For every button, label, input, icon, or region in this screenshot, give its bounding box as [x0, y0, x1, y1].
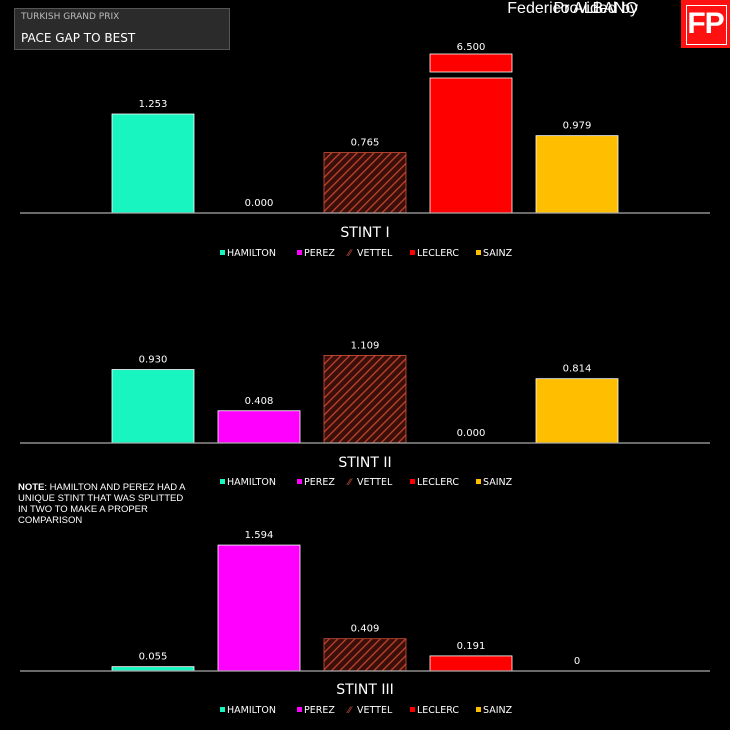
legend-swatch-vettel: ⁄⁄: [346, 478, 354, 488]
bar-hamilton: [111, 666, 195, 672]
data-label-hamilton: 0.055: [139, 652, 168, 663]
data-label-perez: 0.000: [245, 198, 274, 209]
bar-perez: [217, 544, 301, 672]
bar-sainz: [535, 135, 619, 214]
legend-label-perez: PEREZ: [304, 705, 335, 716]
legend-swatch-perez: [297, 479, 302, 484]
legend-swatch-leclerc: [410, 250, 415, 255]
fp-logo: FP: [681, 0, 730, 48]
legend-label-leclerc: LECLERC: [417, 248, 459, 259]
bar-hamilton: [111, 113, 195, 214]
legend-swatch-perez: [297, 707, 302, 712]
chart-title: PACE GAP TO BEST: [21, 31, 136, 45]
legend-label-vettel: VETTEL: [357, 248, 393, 259]
legend-label-sainz: SAINZ: [483, 248, 513, 259]
note-label: NOTE: [18, 482, 45, 493]
bar-hamilton: [111, 369, 195, 444]
legend-swatch-vettel: ⁄⁄: [346, 706, 354, 716]
legend-label-leclerc: LECLERC: [417, 705, 459, 716]
stint-title: STINT II: [338, 455, 391, 471]
legend-label-sainz: SAINZ: [483, 477, 513, 488]
credit-author: Federico ALBANO: [507, 0, 638, 17]
bar-perez: [217, 410, 301, 444]
legend-label-vettel: VETTEL: [357, 705, 393, 716]
legend-label-perez: PEREZ: [304, 477, 335, 488]
title-box: TURKISH GRAND PRIX PACE GAP TO BEST: [14, 8, 230, 50]
logo-text: FP: [687, 7, 724, 40]
data-label-hamilton: 1.253: [139, 99, 168, 110]
legend-label-leclerc: LECLERC: [417, 477, 459, 488]
data-label-perez: 1.594: [245, 530, 274, 541]
bar-leclerc: [429, 655, 513, 672]
bar-vettel: [323, 354, 407, 444]
legend-label-sainz: SAINZ: [483, 705, 513, 716]
data-label-vettel: 1.109: [351, 340, 380, 351]
legend-swatch-leclerc: [410, 479, 415, 484]
data-label-leclerc: 0.000: [457, 428, 486, 439]
bar-vettel: [323, 638, 407, 672]
legend-swatch-perez: [297, 250, 302, 255]
data-label-hamilton: 0.930: [139, 355, 168, 366]
legend-swatch-hamilton: [220, 707, 225, 712]
data-label-sainz: 0.814: [563, 364, 592, 375]
data-label-sainz: 0.979: [563, 121, 592, 132]
note-text: NOTE: HAMILTON AND PEREZ HAD A UNIQUE ST…: [18, 482, 188, 526]
credit-provided-by: Provided by: [553, 0, 639, 17]
bar-sainz: [535, 378, 619, 444]
legend-label-hamilton: HAMILTON: [227, 705, 276, 716]
bar-leclerc: [429, 77, 513, 214]
legend-swatch-vettel: ⁄⁄: [346, 249, 354, 259]
bar-leclerc-top: [429, 53, 513, 73]
event-name: TURKISH GRAND PRIX: [21, 12, 120, 22]
legend-label-perez: PEREZ: [304, 248, 335, 259]
legend-swatch-leclerc: [410, 707, 415, 712]
legend-label-vettel: VETTEL: [357, 477, 393, 488]
data-label-vettel: 0.765: [351, 138, 380, 149]
data-label-leclerc: 0.191: [457, 641, 486, 652]
legend-label-hamilton: HAMILTON: [227, 248, 276, 259]
legend-swatch-hamilton: [220, 250, 225, 255]
data-label-sainz: 0: [574, 656, 580, 667]
data-label-vettel: 0.409: [351, 624, 380, 635]
legend-swatch-sainz: [476, 250, 481, 255]
legend-swatch-sainz: [476, 479, 481, 484]
data-label-leclerc: 6.500: [457, 42, 486, 53]
bar-vettel: [323, 152, 407, 214]
logo-frame: [686, 5, 727, 45]
legend-swatch-hamilton: [220, 479, 225, 484]
legend-swatch-sainz: [476, 707, 481, 712]
data-label-perez: 0.408: [245, 396, 274, 407]
note-body: : HAMILTON AND PEREZ HAD A UNIQUE STINT …: [18, 482, 185, 526]
stint-title: STINT I: [340, 225, 389, 241]
legend-label-hamilton: HAMILTON: [227, 477, 276, 488]
stint-title: STINT III: [336, 682, 393, 698]
